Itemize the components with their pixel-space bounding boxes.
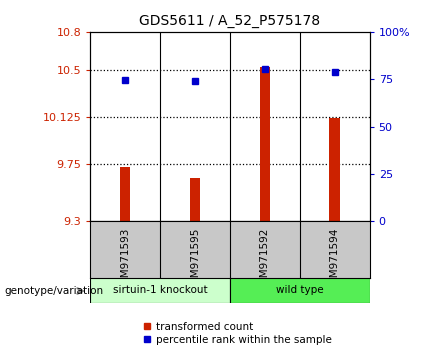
- Text: GSM971595: GSM971595: [190, 228, 200, 291]
- Text: sirtuin-1 knockout: sirtuin-1 knockout: [113, 285, 207, 295]
- Bar: [190, 178, 200, 221]
- Text: GSM971593: GSM971593: [120, 228, 130, 291]
- Bar: [260, 67, 270, 221]
- Text: wild type: wild type: [276, 285, 323, 295]
- Bar: [230, 278, 370, 303]
- Bar: [330, 118, 340, 221]
- Text: genotype/variation: genotype/variation: [4, 286, 103, 296]
- Text: GSM971592: GSM971592: [260, 228, 270, 291]
- Text: GSM971594: GSM971594: [330, 228, 340, 291]
- Bar: [120, 167, 130, 221]
- Legend: transformed count, percentile rank within the sample: transformed count, percentile rank withi…: [139, 317, 337, 349]
- Bar: [90, 278, 230, 303]
- Title: GDS5611 / A_52_P575178: GDS5611 / A_52_P575178: [139, 14, 320, 28]
